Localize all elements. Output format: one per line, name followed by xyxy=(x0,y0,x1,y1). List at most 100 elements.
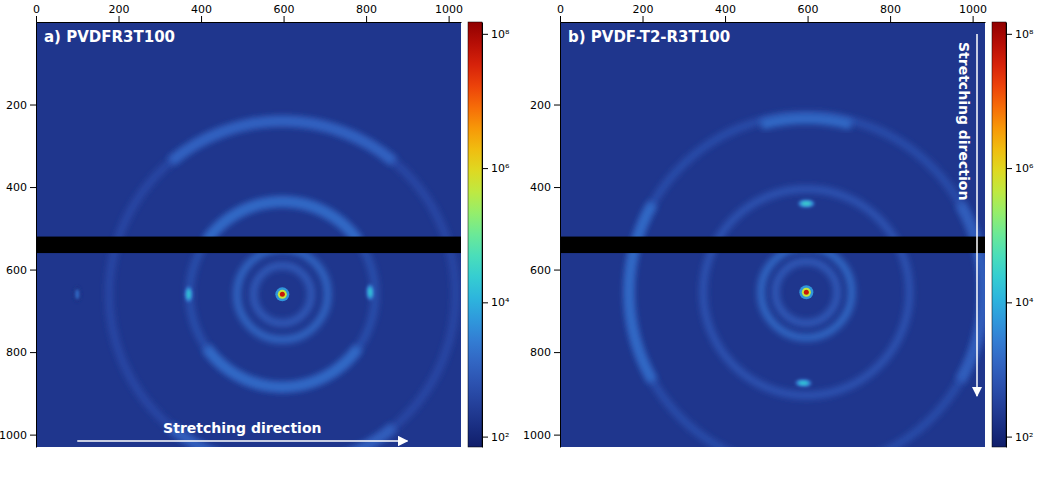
x-tick: 1000 xyxy=(435,3,463,22)
x-tick-mark xyxy=(284,16,285,22)
x-tick-mark xyxy=(36,16,37,22)
y-tick: 600 xyxy=(6,264,36,277)
colorbar-tick-mark xyxy=(1006,34,1012,35)
y-tick-mark xyxy=(554,105,560,106)
x-tick-label: 400 xyxy=(715,3,736,16)
x-tick-label: 800 xyxy=(356,3,377,16)
spot xyxy=(801,202,811,206)
arc xyxy=(956,201,985,383)
x-tick-label: 600 xyxy=(274,3,295,16)
x-tick: 0 xyxy=(557,3,564,22)
beamstop xyxy=(36,237,461,254)
x-tick-label: 1000 xyxy=(435,3,463,16)
colorbar-tick-mark xyxy=(482,168,488,169)
beamstop xyxy=(560,237,985,254)
x-tick-label: 1000 xyxy=(959,3,987,16)
colorbar-tick-mark xyxy=(482,437,488,438)
y-tick-mark xyxy=(554,187,560,188)
x-tick-mark xyxy=(643,16,644,22)
x-tick-label: 200 xyxy=(633,3,654,16)
x-tick-mark xyxy=(119,16,120,22)
colorbar xyxy=(992,22,1006,447)
x-tick: 800 xyxy=(880,3,901,22)
y-axis: 200 400 600 800 1000 xyxy=(0,23,37,448)
colorbar-tick-mark xyxy=(1006,437,1012,438)
direct-beam xyxy=(799,285,813,299)
y-tick-label: 400 xyxy=(6,181,27,194)
direct-beam xyxy=(275,287,289,301)
ring xyxy=(237,249,328,340)
x-tick-label: 800 xyxy=(880,3,901,16)
y-tick-label: 1000 xyxy=(523,429,551,442)
arc xyxy=(624,201,657,383)
spot xyxy=(798,381,808,385)
panel-title: b) PVDF-T2-R3T100 xyxy=(568,28,730,46)
y-tick-label: 400 xyxy=(530,181,551,194)
y-tick: 800 xyxy=(6,346,36,359)
plot-area xyxy=(560,22,985,447)
colorbar-tick: 10⁴ xyxy=(1006,296,1034,309)
y-tick-label: 200 xyxy=(6,99,27,112)
colorbar-tick-label: 10⁸ xyxy=(491,28,510,41)
colorbar-tick-label: 10⁴ xyxy=(1015,296,1034,309)
y-tick-label: 600 xyxy=(6,264,27,277)
y-tick-mark xyxy=(30,187,36,188)
y-tick: 1000 xyxy=(0,429,36,442)
x-tick: 400 xyxy=(191,3,212,22)
colorbar-tick-label: 10⁴ xyxy=(491,296,510,309)
colorbar-tick: 10⁶ xyxy=(1006,162,1034,175)
y-axis: 2004006008001000 xyxy=(523,23,561,448)
x-axis-line xyxy=(37,22,462,23)
y-tick: 600 xyxy=(530,264,560,277)
colorbar-tick-label: 10⁶ xyxy=(1015,162,1034,175)
ring xyxy=(703,189,909,395)
colorbar-axis-line xyxy=(1006,23,1007,448)
colorbar-tick-label: 10² xyxy=(491,431,509,444)
x-tick-mark xyxy=(560,16,561,22)
y-tick-mark xyxy=(554,270,560,271)
arc xyxy=(168,116,397,165)
spot-halo xyxy=(798,200,814,208)
x-axis: 0 200 400 600 800 1000 xyxy=(557,3,987,23)
x-tick-mark xyxy=(366,16,367,22)
ring xyxy=(629,115,984,447)
x-tick-mark xyxy=(890,16,891,22)
x-tick-mark xyxy=(808,16,809,22)
x-tick: 600 xyxy=(798,3,819,22)
y-tick-mark xyxy=(30,352,36,353)
y-axis-line xyxy=(36,23,37,448)
y-tick-mark xyxy=(554,435,560,436)
arc xyxy=(760,114,852,130)
x-tick-mark xyxy=(449,16,450,22)
colorbar-tick-label: 10⁶ xyxy=(491,162,510,175)
colorbar-tick: 10² xyxy=(482,431,509,444)
y-tick-label: 800 xyxy=(6,346,27,359)
spot-halo xyxy=(795,379,811,388)
arc xyxy=(202,345,362,392)
ring xyxy=(253,265,311,323)
panel: 020040060080010002004006008001000b) PVDF… xyxy=(523,3,1034,470)
x-tick-mark xyxy=(725,16,726,22)
x-tick-label: 0 xyxy=(557,3,564,16)
annotation: Stretching direction xyxy=(163,420,321,436)
x-tick: 200 xyxy=(109,3,130,22)
colorbar-axis: 10²10⁴10⁶10⁸ xyxy=(1006,23,1034,448)
colorbar-tick-label: 10² xyxy=(1015,431,1033,444)
panel: 020040060080010002004006008001000a) PVDF… xyxy=(0,3,510,473)
x-tick-mark xyxy=(973,16,974,22)
spot-halo xyxy=(366,284,374,300)
plot-area xyxy=(36,22,461,447)
spot xyxy=(368,287,372,297)
y-tick-mark xyxy=(30,270,36,271)
x-tick-label: 600 xyxy=(798,3,819,16)
x-tick-label: 200 xyxy=(109,3,130,16)
colorbar-tick-mark xyxy=(1006,168,1012,169)
annotation: Stretching direction xyxy=(956,42,972,200)
x-axis-line xyxy=(561,22,986,23)
y-tick: 200 xyxy=(530,99,560,112)
background xyxy=(560,22,985,447)
spot xyxy=(75,289,79,299)
colorbar-tick-mark xyxy=(1006,302,1012,303)
x-tick-label: 0 xyxy=(33,3,40,16)
x-tick: 800 xyxy=(356,3,377,22)
